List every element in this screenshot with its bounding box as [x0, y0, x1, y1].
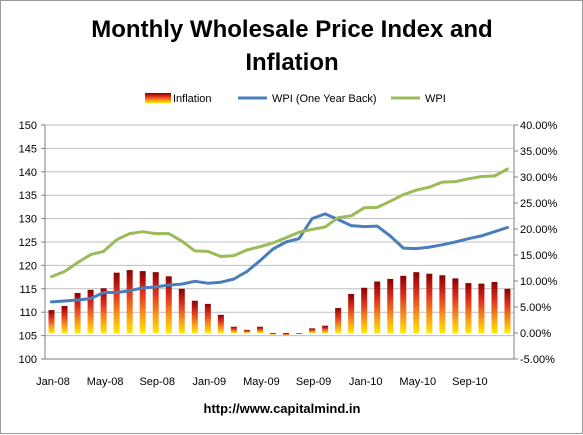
inflation-bar [309, 328, 316, 333]
y-left-tick-label: 100 [19, 354, 37, 366]
inflation-bar [126, 270, 133, 333]
inflation-bar [100, 288, 107, 333]
x-tick-label: Sep-10 [452, 376, 487, 388]
inflation-bar [426, 273, 433, 333]
wpi-lines [50, 167, 509, 304]
y-left-tick-label: 125 [19, 237, 37, 249]
y-left-tick-label: 135 [19, 190, 37, 202]
inflation-bars [48, 270, 511, 336]
inflation-bar [113, 272, 120, 333]
y-left-tick-label: 120 [19, 260, 37, 272]
inflation-bar [61, 305, 68, 333]
axes: 100 105 110 115 120 125 130 135 140 145 150 -5.00% 0… [19, 120, 558, 388]
inflation-bar [504, 288, 511, 333]
inflation-bar [256, 326, 263, 333]
x-tick-label: May-09 [243, 376, 280, 388]
y-left-tick-label: 115 [19, 284, 37, 296]
inflation-bar [217, 314, 224, 333]
y-right-tick-label: 15.00% [520, 250, 558, 262]
inflation-bar [243, 329, 250, 333]
inflation-bar [374, 281, 381, 333]
inflation-bar [491, 282, 498, 333]
inflation-bar [74, 292, 81, 333]
inflation-bar [269, 333, 276, 335]
inflation-bar [230, 326, 237, 333]
y-left-tick-label: 140 [19, 167, 37, 179]
legend-label-wpi: WPI [425, 93, 446, 105]
y-right-tick-label: 5.00% [520, 302, 551, 314]
inflation-bar [139, 271, 146, 333]
legend-label-inflation: Inflation [173, 93, 212, 105]
y-right-tick-label: -5.00% [520, 354, 555, 366]
x-tick-label: Sep-08 [139, 376, 174, 388]
inflation-bar [348, 294, 355, 333]
x-tick-label: Jan-09 [193, 376, 227, 388]
inflation-bar [296, 333, 303, 335]
y-right-tick-label: 20.00% [520, 224, 558, 236]
inflation-bar [87, 289, 94, 333]
legend-label-wpi-one-year-back: WPI (One Year Back) [272, 93, 377, 105]
y-left-tick-label: 150 [19, 120, 37, 132]
inflation-bar [361, 287, 368, 333]
y-right-tick-label: 25.00% [520, 198, 558, 210]
y-right-tick-label: 40.00% [520, 120, 558, 132]
inflation-bar [465, 283, 472, 333]
legend-swatch-inflation [145, 93, 171, 103]
inflation-bar [400, 275, 407, 333]
inflation-bar [48, 310, 55, 333]
x-tick-label: Jan-10 [349, 376, 383, 388]
y-left-tick-label: 130 [19, 214, 37, 226]
inflation-bar [322, 325, 329, 333]
x-tick-label: May-08 [87, 376, 124, 388]
y-right-tick-label: 10.00% [520, 276, 558, 288]
y-right-tick-label: 35.00% [520, 146, 558, 158]
inflation-bar [204, 303, 211, 333]
inflation-bar [152, 272, 159, 333]
x-tick-label: May-10 [399, 376, 436, 388]
inflation-bar [439, 275, 446, 333]
chart-title-line-1: Monthly Wholesale Price Index and [91, 16, 492, 43]
inflation-bar [335, 308, 342, 333]
inflation-bar [413, 272, 420, 333]
x-tick-label: Sep-09 [296, 376, 331, 388]
source-url: http://www.capitalmind.in [204, 401, 361, 416]
inflation-bar [191, 300, 198, 333]
y-right-tick-label: 0.00% [520, 328, 551, 340]
wpi-one-year-back-line [50, 212, 509, 304]
inflation-bar [165, 276, 172, 333]
y-left-tick-label: 105 [19, 331, 37, 343]
wpi-line [50, 167, 509, 279]
inflation-bar [283, 333, 290, 336]
x-tick-label: Jan-08 [36, 376, 70, 388]
chart-title-line-2: Inflation [245, 49, 338, 76]
legend: Inflation WPI (One Year Back) WPI [145, 93, 446, 105]
y-left-tick-label: 110 [19, 307, 37, 319]
y-left-tick-label: 145 [19, 143, 37, 155]
inflation-bar [387, 278, 394, 333]
y-right-tick-label: 30.00% [520, 172, 558, 184]
inflation-bar [178, 288, 185, 333]
inflation-bar [452, 278, 459, 333]
inflation-bar [478, 283, 485, 333]
